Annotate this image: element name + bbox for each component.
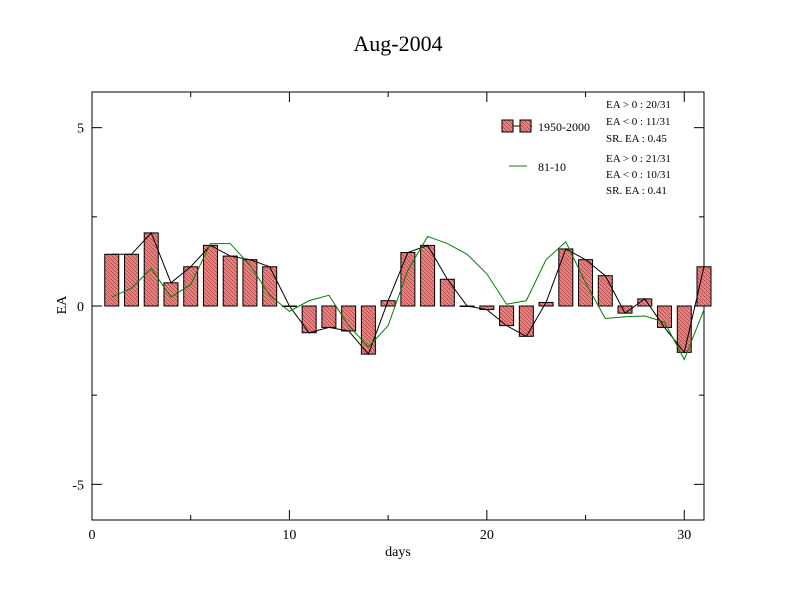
legend-series-1-stat-3: SR. EA : 0.45 [606, 133, 667, 145]
chart-title: Aug-2004 [353, 31, 442, 56]
bar-day-5 [183, 266, 199, 307]
bar-day-26 [597, 275, 613, 307]
ticks-layer: 0 10 20 30 -5 0 5 [72, 92, 704, 543]
legend: 1950-2000 EA > 0 : 20/31 EA < 0 : 11/31 … [501, 99, 671, 197]
legend-bar-swatch [501, 119, 514, 133]
bar-day-3 [143, 232, 159, 307]
bar-day-1 [104, 253, 120, 307]
bar-day-12 [321, 305, 337, 328]
y-tick-label: -5 [72, 478, 84, 493]
bar-day-8 [242, 259, 258, 307]
bar-day-22 [518, 305, 534, 337]
series-1950-2000-line [111, 231, 705, 356]
y-tick-label: 5 [77, 122, 84, 137]
legend-series-1-stat-1: EA > 0 : 20/31 [606, 99, 671, 111]
bar-day-24 [558, 248, 574, 307]
bars-layer [104, 232, 712, 355]
legend-series-1-label: 1950-2000 [538, 120, 590, 134]
legend-series-2-stat-3: SR. EA : 0.41 [606, 185, 667, 197]
x-tick-label: 20 [480, 528, 494, 543]
legend-bar-swatch [519, 119, 532, 133]
bar-day-16 [400, 252, 416, 307]
x-tick-label: 0 [89, 528, 96, 543]
legend-series-2-stat-2: EA < 0 : 10/31 [606, 169, 671, 181]
bar-day-18 [439, 278, 455, 307]
series-81-10-line [111, 235, 705, 361]
bar-day-21 [499, 305, 515, 327]
bar-day-9 [262, 266, 278, 307]
legend-series-1-stat-2: EA < 0 : 11/31 [606, 116, 670, 128]
lines-layer [111, 231, 705, 361]
y-axis-label: EA [55, 295, 70, 315]
legend-series-2-stat-1: EA > 0 : 21/31 [606, 153, 671, 165]
bar-day-7 [222, 255, 238, 307]
x-tick-label: 10 [282, 528, 296, 543]
bar-day-29 [657, 305, 673, 328]
x-tick-label: 30 [677, 528, 691, 543]
bar-day-2 [123, 253, 139, 307]
legend-series-2-label: 81-10 [538, 160, 566, 174]
bar-day-11 [301, 305, 317, 334]
x-axis-label: days [385, 545, 411, 560]
y-tick-label: 0 [77, 300, 84, 315]
